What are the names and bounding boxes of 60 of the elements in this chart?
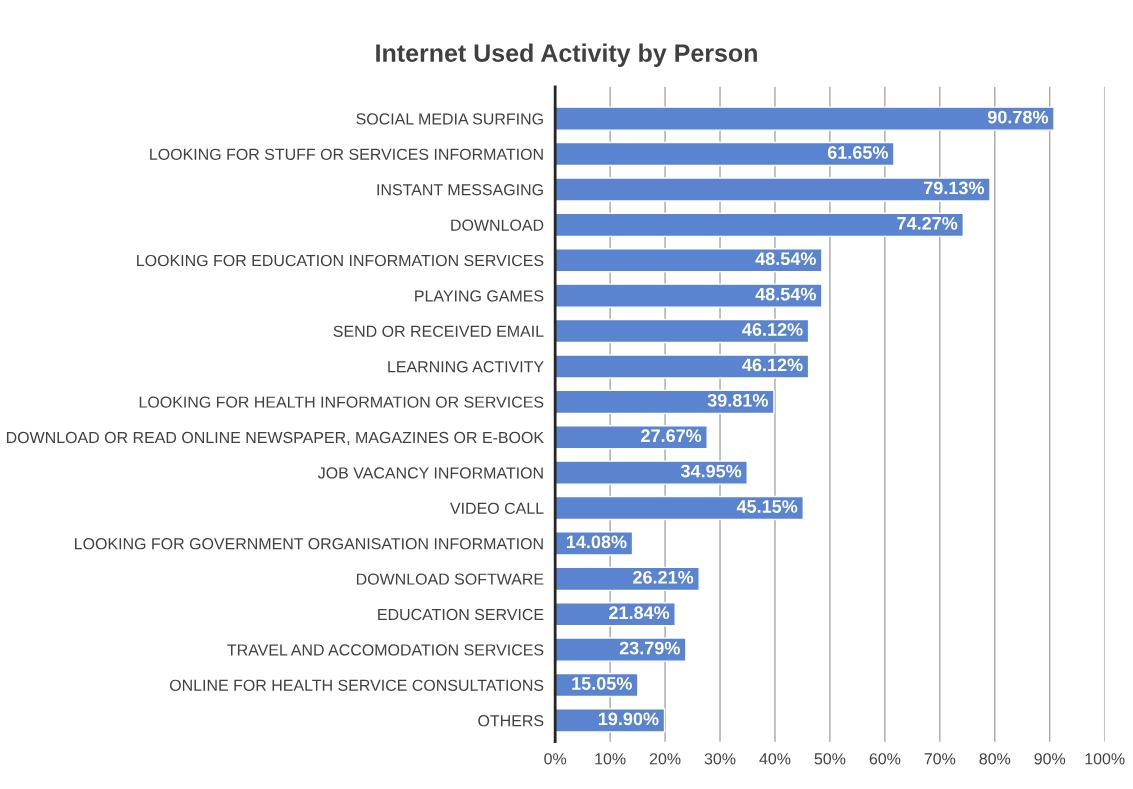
bar xyxy=(555,460,748,485)
x-tick-label: 70% xyxy=(924,753,956,765)
y-tick-label: LOOKING FOR STUFF OR SERVICES INFORMATION xyxy=(150,148,543,160)
bar xyxy=(555,106,1055,131)
y-tick-label: DOWNLOAD xyxy=(451,219,544,231)
y-tick-label: SOCIAL MEDIA SURFING xyxy=(356,113,543,125)
bar xyxy=(555,495,804,521)
bar xyxy=(555,637,687,662)
y-tick-label: LOOKING FOR HEALTH INFORMATION OR SERVICES xyxy=(139,396,544,408)
data-label: 46.12% xyxy=(742,358,803,372)
x-tick-label: 90% xyxy=(1034,753,1066,765)
data-label: 26.21% xyxy=(633,570,694,584)
x-tick-label: 10% xyxy=(595,753,626,765)
y-tick-label: DOWNLOAD OR READ ONLINE NEWSPAPER, MAGAZINES OR E-BOOK xyxy=(6,431,544,446)
data-label: 79.13% xyxy=(924,181,985,195)
bar xyxy=(555,318,810,344)
data-label: 74.27% xyxy=(897,216,958,230)
data-label: 14.08% xyxy=(566,535,627,549)
chart-title: Internet Used Activity by Person xyxy=(376,43,757,67)
data-label: 19.90% xyxy=(598,712,659,726)
y-tick-label: INSTANT MESSAGING xyxy=(377,184,543,196)
data-label: 90.78% xyxy=(987,110,1049,124)
bar xyxy=(555,141,895,167)
y-tick-label: VIDEO CALL xyxy=(450,502,544,514)
x-tick-label: 100% xyxy=(1085,753,1125,765)
x-tick-label: 40% xyxy=(759,753,791,765)
data-label: 15.05% xyxy=(572,677,632,690)
bar xyxy=(555,177,991,202)
x-tick-label: 30% xyxy=(704,753,736,765)
y-tick-label: SEND OR RECEIVED EMAIL xyxy=(333,325,544,337)
data-label: 48.54% xyxy=(755,287,816,301)
x-tick-label: 60% xyxy=(869,753,901,765)
bar xyxy=(555,212,964,238)
data-label: 21.84% xyxy=(609,606,670,620)
y-tick-label: ONLINE FOR HEALTH SERVICE CONSULTATIONS xyxy=(169,679,544,691)
data-label: 61.65% xyxy=(827,146,888,159)
data-label: 48.54% xyxy=(755,252,816,266)
y-tick-label: PLAYING GAMES xyxy=(415,290,544,302)
x-tick-label: 0% xyxy=(544,753,567,765)
data-label: 46.12% xyxy=(742,323,803,336)
y-tick-label: DOWNLOAD SOFTWARE xyxy=(356,573,544,585)
y-tick-label: LEARNING ACTIVITY xyxy=(388,361,544,373)
bar xyxy=(555,389,775,415)
bar xyxy=(555,354,810,379)
data-label: 39.81% xyxy=(707,393,768,407)
data-label: 34.95% xyxy=(680,464,742,478)
data-label: 27.67% xyxy=(641,429,702,443)
bar xyxy=(555,283,823,308)
y-tick-label: TRAVEL AND ACCOMODATION SERVICES xyxy=(227,644,544,656)
bar xyxy=(555,248,823,273)
y-tick-label: JOB VACANCY INFORMATION xyxy=(317,467,543,479)
x-tick-label: 20% xyxy=(649,753,681,765)
data-label: 45.15% xyxy=(736,500,798,513)
y-tick-label: EDUCATION SERVICE xyxy=(378,608,544,621)
y-tick-label: OTHERS xyxy=(478,715,544,727)
y-tick-label: LOOKING FOR EDUCATION INFORMATION SERVICES xyxy=(137,254,544,267)
y-tick-label: LOOKING FOR GOVERNMENT ORGANISATION INFORMATION xyxy=(75,538,543,550)
data-label: 23.79% xyxy=(619,641,680,655)
x-tick-label: 80% xyxy=(979,753,1011,765)
x-tick-label: 50% xyxy=(814,753,846,765)
